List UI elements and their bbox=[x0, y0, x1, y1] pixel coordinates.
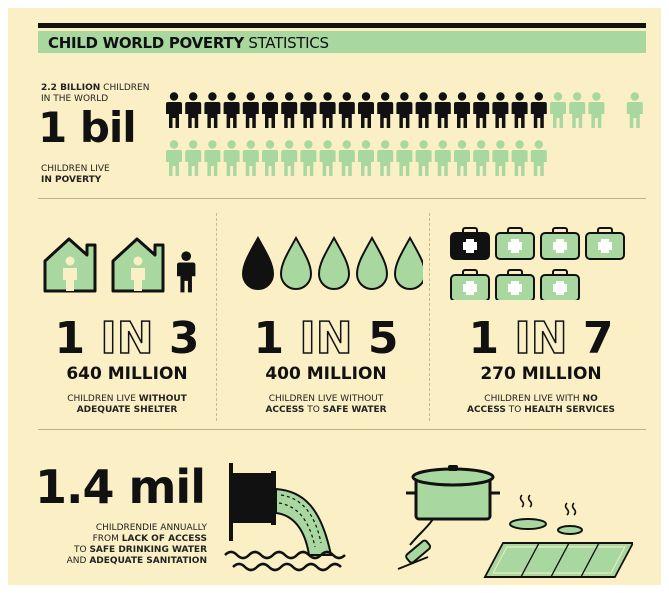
poverty-label: CHILDREN LIVE IN POVERTY bbox=[41, 164, 110, 185]
ratio-figure: 1 IN 7 bbox=[468, 313, 614, 364]
column-divider bbox=[429, 213, 430, 421]
child-icon bbox=[415, 92, 432, 128]
infographic: CHILD WORLD POVERTY STATISTICS 2.2 BILLI… bbox=[8, 8, 661, 585]
child-icon bbox=[626, 92, 643, 128]
child-icon bbox=[454, 140, 470, 176]
water-drop-icon bbox=[393, 236, 423, 290]
child-icon bbox=[166, 140, 182, 176]
child-icon bbox=[204, 140, 221, 176]
child-icon bbox=[185, 140, 202, 176]
child-icon bbox=[530, 92, 547, 128]
child-icon bbox=[319, 92, 336, 128]
medical-kit-icon bbox=[450, 227, 490, 260]
child-icon bbox=[588, 92, 605, 128]
medical-kit-icon bbox=[540, 269, 580, 300]
child-icon bbox=[300, 92, 317, 128]
water-drop-icon bbox=[241, 236, 423, 290]
child-icon bbox=[319, 140, 336, 176]
medical-kit-icon bbox=[495, 269, 535, 300]
child-icon bbox=[434, 92, 451, 128]
child-icon bbox=[530, 140, 547, 176]
child-icon bbox=[550, 92, 566, 128]
child-icon bbox=[492, 92, 509, 128]
divider bbox=[38, 429, 646, 430]
child-icon bbox=[434, 140, 451, 176]
medical-kit-icon bbox=[585, 227, 625, 260]
child-icon bbox=[396, 140, 413, 176]
child-icon bbox=[511, 140, 528, 176]
stat-caption: CHILDREN LIVE WITHOUT ADEQUATE SHELTER bbox=[67, 394, 187, 415]
children-icon-grid bbox=[166, 92, 643, 176]
cooking-pot-icon bbox=[397, 465, 633, 578]
child-icon bbox=[338, 92, 355, 128]
child-icon bbox=[281, 92, 298, 128]
child-icon bbox=[281, 140, 298, 176]
column-divider bbox=[216, 213, 217, 421]
one-point-four-million-figure: 1.4 mil bbox=[35, 460, 206, 514]
child-icon bbox=[242, 92, 259, 128]
child-icon bbox=[511, 92, 528, 128]
medical-kit-icon bbox=[495, 227, 535, 260]
medical-kit-icon bbox=[540, 227, 580, 260]
world-children-label: 2.2 BILLION CHILDREN IN THE WORLD bbox=[41, 83, 150, 104]
stat-column: 1 IN 7 270 MILLION CHILDREN LIVE WITH NO AC… bbox=[436, 313, 646, 416]
title-bar: CHILD WORLD POVERTY STATISTICS bbox=[38, 31, 646, 53]
child-icon bbox=[262, 92, 278, 128]
water-drop-icon bbox=[279, 236, 313, 290]
sewage-pipe-icon bbox=[224, 463, 346, 572]
child-icon bbox=[262, 140, 278, 176]
million-figure: 270 MILLION bbox=[480, 364, 602, 384]
child-icon bbox=[185, 92, 202, 128]
child-icon bbox=[377, 92, 394, 128]
icon-row-world bbox=[166, 92, 643, 128]
child-icon bbox=[223, 140, 240, 176]
child-icon bbox=[300, 140, 317, 176]
million-figure: 400 MILLION bbox=[265, 364, 387, 384]
child-icon bbox=[242, 140, 259, 176]
stat-caption: CHILDREN LIVE WITH NO ACCESS TO HEALTH SE… bbox=[466, 394, 615, 415]
stat-column: 1 IN 5 400 MILLION CHILDREN LIVE WITHOUT AC… bbox=[223, 313, 429, 416]
medical-kit-icon bbox=[450, 227, 625, 300]
child-icon bbox=[396, 92, 413, 128]
house-icon bbox=[43, 237, 196, 293]
ratio-figure: 1 IN 3 bbox=[54, 313, 200, 364]
deaths-caption: CHILDRENDIE ANNUALLY FROM LACK OF ACCESS… bbox=[66, 523, 207, 566]
child-icon bbox=[358, 140, 374, 176]
child-icon bbox=[166, 92, 182, 128]
child-icon bbox=[492, 140, 509, 176]
stat-caption: CHILDREN LIVE WITHOUT ACCESS TO SAFE WATE… bbox=[265, 394, 387, 415]
child-icon bbox=[473, 92, 490, 128]
child-icon bbox=[454, 92, 470, 128]
child-icon bbox=[338, 140, 355, 176]
child-icon bbox=[415, 140, 432, 176]
ratio-figure: 1 IN 5 bbox=[253, 313, 399, 364]
page-title: CHILD WORLD POVERTY STATISTICS bbox=[48, 34, 329, 52]
child-icon bbox=[377, 140, 394, 176]
water-drop-icon bbox=[355, 236, 389, 290]
million-figure: 640 MILLION bbox=[66, 364, 188, 384]
water-drop-icon bbox=[317, 236, 351, 290]
child-icon bbox=[204, 92, 221, 128]
medical-kit-icon bbox=[450, 269, 490, 300]
child-icon bbox=[569, 92, 586, 128]
divider bbox=[38, 198, 646, 199]
icon-row-poverty bbox=[166, 140, 547, 176]
child-icon bbox=[358, 92, 374, 128]
child-icon bbox=[223, 92, 240, 128]
top-rule bbox=[38, 23, 646, 28]
one-billion-figure: 1 bil bbox=[38, 103, 137, 152]
child-icon bbox=[473, 140, 490, 176]
water-drop-icon bbox=[241, 236, 275, 290]
stat-column: 1 IN 3 640 MILLION CHILDREN LIVE WITHOUT AD… bbox=[38, 313, 216, 416]
